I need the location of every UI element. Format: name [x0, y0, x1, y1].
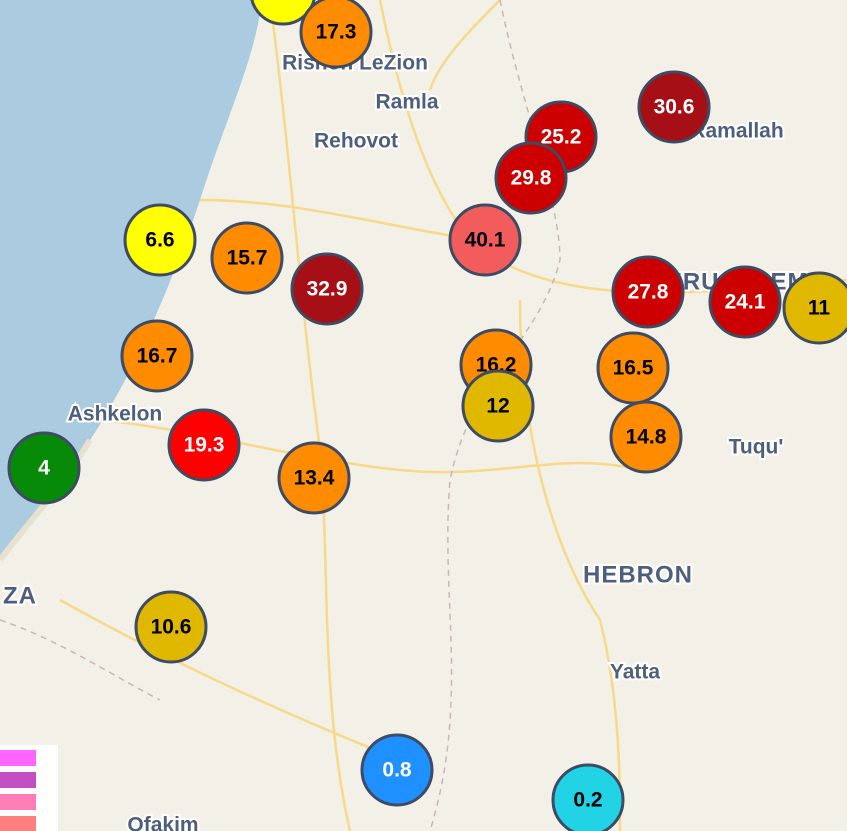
marker-circle	[637, 70, 711, 144]
marker: 10.6	[134, 590, 208, 664]
marker: 0.8	[360, 733, 434, 807]
marker-circle	[609, 400, 683, 474]
place-label: Ramla	[375, 91, 438, 114]
marker-value: 15.7	[227, 247, 268, 270]
marker: 30.6	[637, 70, 711, 144]
marker-value: 25.2	[541, 126, 582, 149]
marker-value: 16.5	[613, 357, 654, 380]
place-label: Rehovot	[314, 130, 398, 153]
marker-value: 40.1	[465, 229, 506, 252]
place-label: Tuqu'	[729, 436, 784, 459]
marker-value: 29.8	[511, 167, 552, 190]
place-label: Ashkelon	[68, 403, 163, 426]
legend-swatch	[0, 794, 36, 810]
road	[59, 598, 401, 762]
marker-value: 13.4	[294, 467, 335, 490]
legend-swatch	[0, 772, 36, 788]
marker-value: 10.6	[151, 616, 192, 639]
marker-circle	[708, 265, 782, 339]
road	[199, 198, 481, 242]
markers: 17.3 30.6 25.2 29.8 6.6 15.7 32.9 40.1 27.8 24.1 1…	[7, 0, 847, 831]
marker: 29.8	[494, 141, 568, 215]
marker-value: 6.6	[145, 229, 174, 252]
marker-circle	[782, 271, 847, 345]
marker: 12	[461, 369, 535, 443]
marker-circle	[360, 733, 434, 807]
marker-circle	[134, 590, 208, 664]
legend-swatch	[0, 750, 36, 766]
place-label: Yatta	[610, 661, 661, 684]
marker-value: 0.8	[382, 759, 412, 782]
marker-value: 32.9	[307, 278, 348, 301]
marker-circle	[120, 319, 194, 393]
marker-value: 12	[486, 395, 509, 418]
marker: 0.2	[551, 763, 625, 831]
marker: 27.8	[611, 255, 685, 329]
marker-circle	[611, 255, 685, 329]
marker: 16.5	[596, 331, 670, 405]
marker: 16.7	[120, 319, 194, 393]
marker-circle	[299, 0, 373, 69]
marker-circle	[290, 252, 364, 326]
marker-value: 0.2	[573, 789, 602, 812]
marker-value: 17.3	[316, 21, 357, 44]
marker-value: 11	[808, 297, 831, 320]
marker-circle	[494, 141, 568, 215]
marker: 13.4	[277, 441, 351, 515]
marker-circle	[167, 408, 241, 482]
marker: 19.3	[167, 408, 241, 482]
marker-value: 19.3	[184, 434, 225, 457]
marker-circle	[461, 369, 535, 443]
marker-partial	[250, 0, 316, 26]
marker: 17.3	[299, 0, 373, 69]
marker: 6.6	[123, 203, 197, 277]
marker: 40.1	[448, 203, 522, 277]
marker-value: 16.7	[137, 345, 178, 368]
place-label: ZA	[3, 582, 37, 609]
place-label: HEBRON	[583, 561, 693, 588]
marker: 4	[7, 431, 81, 505]
place-label: Ramallah	[690, 120, 783, 143]
marker: 24.1	[708, 265, 782, 339]
marker-value: 14.8	[626, 426, 667, 449]
marker-circle	[551, 763, 625, 831]
marker: 14.8	[609, 400, 683, 474]
marker: 11	[782, 271, 847, 345]
border	[0, 619, 161, 701]
marker: 15.7	[210, 221, 284, 295]
road	[428, 0, 501, 91]
marker-circle	[123, 203, 197, 277]
sea	[0, 0, 262, 560]
marker-value: 30.6	[654, 96, 695, 119]
marker: 32.9	[290, 252, 364, 326]
marker-value: 27.8	[628, 281, 669, 304]
marker-circle	[277, 441, 351, 515]
marker-circle	[7, 431, 81, 505]
place-label: Ofakim	[127, 814, 198, 831]
legend-swatch	[0, 816, 36, 831]
marker-value: 4	[38, 457, 50, 480]
marker-circle	[210, 221, 284, 295]
marker-circle	[448, 203, 522, 277]
marker-value: 24.1	[725, 291, 766, 314]
